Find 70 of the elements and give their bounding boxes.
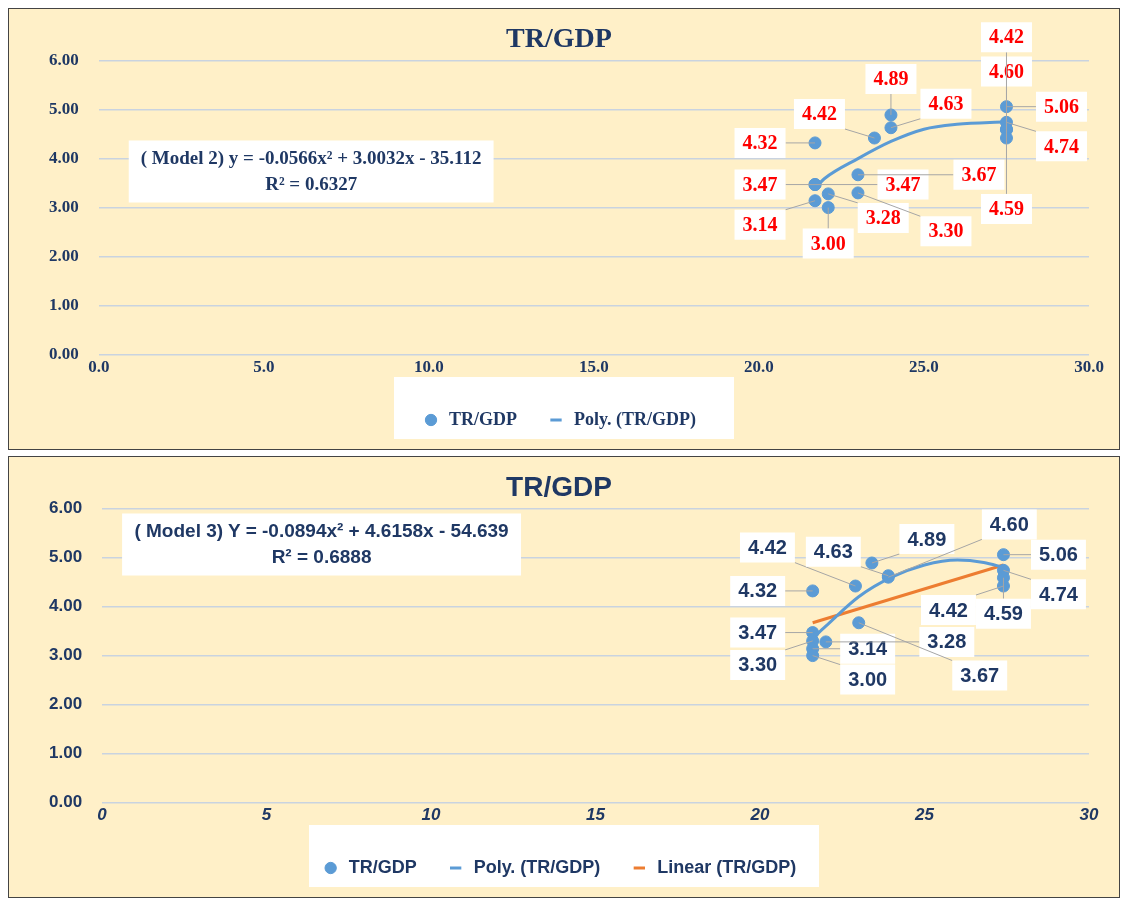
x-tick-label: 5 bbox=[261, 805, 272, 825]
legend-label: TR/GDP bbox=[348, 856, 417, 877]
x-tick-label: 25 bbox=[914, 805, 935, 825]
y-tick-label: 3.00 bbox=[48, 645, 83, 665]
y-tick-label: 1.00 bbox=[49, 294, 79, 314]
data-label: 3.30 bbox=[928, 219, 964, 242]
data-label: 3.47 bbox=[885, 172, 921, 195]
x-tick-label: 30 bbox=[1079, 805, 1099, 825]
x-tick-label: 10.0 bbox=[413, 357, 444, 377]
data-label: 5.06 bbox=[1039, 543, 1078, 566]
y-tick-label: 3.00 bbox=[49, 196, 79, 216]
chart-title: TR/GDP bbox=[506, 470, 612, 502]
data-label: 4.42 bbox=[747, 536, 787, 559]
y-tick-label: 2.00 bbox=[48, 694, 83, 714]
data-label: 3.00 bbox=[848, 668, 888, 691]
annotation: R² = 0.6327 bbox=[265, 172, 358, 194]
x-tick-label: 20.0 bbox=[744, 357, 774, 377]
legend-label: TR/GDP bbox=[449, 408, 518, 429]
annotation: R² = 0.6888 bbox=[271, 545, 372, 567]
chart-title: TR/GDP bbox=[506, 22, 612, 54]
annotation: ( Model 2) y = -0.0566x² + 3.0032x - 35.112 bbox=[140, 146, 482, 169]
legend-label: Poly. (TR/GDP) bbox=[473, 856, 601, 877]
x-tick-label: 15 bbox=[586, 805, 606, 825]
y-tick-label: 5.00 bbox=[49, 98, 79, 118]
data-label: 3.67 bbox=[961, 162, 997, 185]
data-label: 3.14 bbox=[848, 637, 888, 660]
y-tick-label: 0.00 bbox=[48, 792, 83, 812]
y-tick-label: 0.00 bbox=[49, 343, 79, 363]
y-tick-label: 5.00 bbox=[48, 547, 83, 567]
data-label: 4.42 bbox=[801, 102, 837, 125]
data-label: 3.47 bbox=[738, 621, 778, 644]
data-label: 3.30 bbox=[738, 653, 778, 676]
y-tick-label: 1.00 bbox=[48, 743, 83, 763]
data-label: 4.63 bbox=[813, 540, 853, 563]
x-tick-label: 0.0 bbox=[88, 357, 110, 377]
y-tick-label: 2.00 bbox=[49, 245, 79, 265]
y-tick-label: 4.00 bbox=[49, 147, 79, 167]
data-label: 4.89 bbox=[873, 67, 909, 90]
y-tick-label: 6.00 bbox=[48, 498, 83, 518]
data-label: 4.60 bbox=[989, 512, 1029, 535]
x-tick-label: 0 bbox=[97, 805, 108, 825]
annotation: ( Model 3) Y = -0.0894x² + 4.6158x - 54.639 bbox=[134, 519, 509, 541]
data-label: 4.32 bbox=[742, 131, 778, 154]
data-label: 3.28 bbox=[927, 630, 967, 653]
data-label: 4.63 bbox=[928, 91, 964, 114]
legend-label: Poly. (TR/GDP) bbox=[574, 408, 696, 430]
data-label: 3.14 bbox=[742, 212, 778, 235]
y-tick-label: 4.00 bbox=[48, 596, 83, 616]
y-tick-label: 6.00 bbox=[49, 49, 79, 69]
x-tick-label: 30.0 bbox=[1074, 357, 1104, 377]
data-label: 4.42 bbox=[988, 25, 1024, 48]
data-label: 3.67 bbox=[960, 664, 1000, 687]
x-tick-label: 5.0 bbox=[253, 357, 275, 377]
data-label: 4.32 bbox=[738, 579, 778, 602]
data-label: 3.28 bbox=[865, 206, 901, 229]
data-label: 5.06 bbox=[1043, 94, 1079, 117]
data-label: 4.89 bbox=[907, 527, 947, 550]
data-label: 4.60 bbox=[988, 59, 1024, 82]
data-label: 4.74 bbox=[1043, 134, 1079, 157]
data-label: 4.74 bbox=[1039, 582, 1079, 605]
data-label: 4.59 bbox=[984, 602, 1023, 625]
data-label: 4.42 bbox=[929, 598, 968, 621]
x-tick-label: 15.0 bbox=[579, 357, 609, 377]
legend-label: Linear (TR/GDP) bbox=[657, 856, 797, 877]
x-tick-label: 20 bbox=[749, 805, 771, 825]
x-tick-label: 25.0 bbox=[909, 357, 939, 377]
data-label: 3.00 bbox=[810, 231, 846, 254]
x-tick-label: 10 bbox=[421, 805, 442, 825]
data-label: 3.47 bbox=[742, 172, 778, 195]
data-label: 4.59 bbox=[988, 197, 1024, 220]
